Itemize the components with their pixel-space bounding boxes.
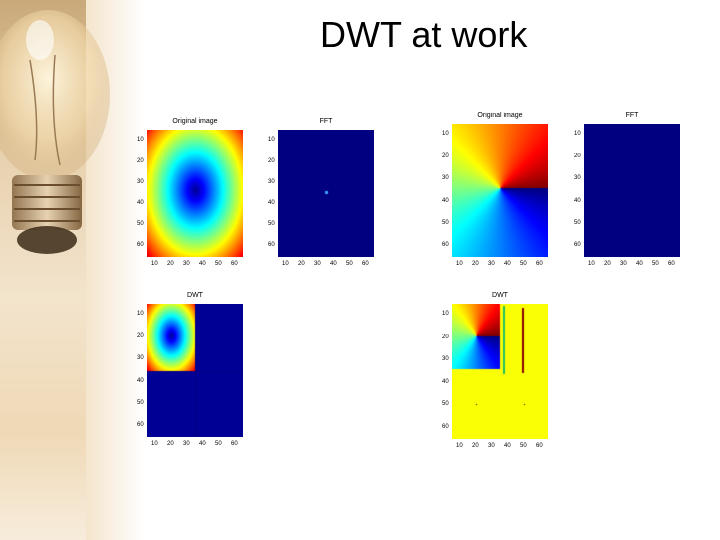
y-tick-label: 60 <box>442 241 449 248</box>
subplot-image <box>452 304 548 439</box>
y-tick-label: 10 <box>137 136 144 143</box>
x-tick-label: 30 <box>488 443 495 449</box>
x-tick-label: 30 <box>183 441 190 447</box>
x-tick-label: 50 <box>215 261 222 267</box>
y-tick-label: 40 <box>442 378 449 385</box>
y-tick-label: 20 <box>442 333 449 340</box>
x-tick-label: 10 <box>151 261 158 267</box>
x-tick-label: 30 <box>314 261 321 267</box>
y-tick-label: 50 <box>574 219 581 226</box>
y-tick-label: 60 <box>442 423 449 430</box>
x-tick-label: 60 <box>231 261 238 267</box>
x-tick-label: 20 <box>167 261 174 267</box>
y-tick-label: 50 <box>442 401 449 408</box>
x-tick-label: 20 <box>298 261 305 267</box>
x-tick-label: 50 <box>520 261 527 267</box>
x-tick-label: 30 <box>183 261 190 267</box>
x-tick-label: 60 <box>668 261 675 267</box>
slide-title: DWT at work <box>320 14 528 55</box>
y-tick-label: 40 <box>137 200 144 207</box>
y-tick-label: 60 <box>137 242 144 249</box>
y-tick-label: 30 <box>137 355 144 362</box>
x-tick-label: 30 <box>488 261 495 267</box>
y-tick-label: 60 <box>268 242 275 249</box>
y-tick-label: 10 <box>268 136 275 143</box>
subplot-image <box>452 124 548 257</box>
x-tick-label: 50 <box>652 261 659 267</box>
subplot-image <box>147 130 243 257</box>
subplot-image <box>147 304 243 437</box>
x-tick-label: 40 <box>504 261 511 267</box>
y-tick-label: 50 <box>442 219 449 226</box>
y-tick-label: 20 <box>442 153 449 160</box>
subplot-image <box>584 124 680 257</box>
y-tick-label: 20 <box>137 333 144 340</box>
y-tick-label: 20 <box>137 157 144 164</box>
y-tick-label: 40 <box>137 377 144 384</box>
y-tick-label: 40 <box>442 197 449 204</box>
subplot-title: DWT <box>492 292 508 299</box>
y-tick-label: 40 <box>268 200 275 207</box>
x-tick-label: 40 <box>199 261 206 267</box>
y-tick-label: 60 <box>137 421 144 428</box>
y-tick-label: 30 <box>268 178 275 185</box>
y-tick-label: 50 <box>268 221 275 228</box>
y-tick-label: 30 <box>574 175 581 182</box>
x-tick-label: 10 <box>588 261 595 267</box>
y-tick-label: 50 <box>137 399 144 406</box>
x-tick-label: 10 <box>456 443 463 449</box>
y-tick-label: 30 <box>442 175 449 182</box>
y-tick-label: 10 <box>574 131 581 138</box>
y-tick-label: 10 <box>442 311 449 318</box>
x-tick-label: 60 <box>536 443 543 449</box>
x-tick-label: 20 <box>167 441 174 447</box>
x-tick-label: 10 <box>456 261 463 267</box>
subplot-title: Original image <box>477 112 523 119</box>
subplot-title: FFT <box>319 118 333 125</box>
subplot-image <box>278 130 374 257</box>
y-tick-label: 30 <box>442 356 449 363</box>
y-tick-label: 40 <box>574 197 581 204</box>
y-tick-label: 60 <box>574 241 581 248</box>
y-tick-label: 50 <box>137 221 144 228</box>
x-tick-label: 30 <box>620 261 627 267</box>
y-tick-label: 20 <box>574 153 581 160</box>
x-tick-label: 60 <box>231 441 238 447</box>
x-tick-label: 40 <box>199 441 206 447</box>
x-tick-label: 40 <box>636 261 643 267</box>
y-tick-label: 30 <box>137 178 144 185</box>
subplot-title: Original image <box>172 118 218 125</box>
y-tick-label: 10 <box>442 131 449 138</box>
x-tick-label: 20 <box>472 261 479 267</box>
x-tick-label: 10 <box>151 441 158 447</box>
x-tick-label: 40 <box>504 443 511 449</box>
x-tick-label: 10 <box>282 261 289 267</box>
x-tick-label: 60 <box>362 261 369 267</box>
x-tick-label: 60 <box>536 261 543 267</box>
x-tick-label: 40 <box>330 261 337 267</box>
y-tick-label: 20 <box>268 157 275 164</box>
x-tick-label: 50 <box>215 441 222 447</box>
subplot-title: DWT <box>187 292 203 299</box>
x-tick-label: 20 <box>472 443 479 449</box>
subplot-title: FFT <box>625 112 639 119</box>
x-tick-label: 50 <box>520 443 527 449</box>
x-tick-label: 20 <box>604 261 611 267</box>
light-bulb-decoration <box>0 10 110 254</box>
x-tick-label: 50 <box>346 261 353 267</box>
y-tick-label: 10 <box>137 311 144 318</box>
